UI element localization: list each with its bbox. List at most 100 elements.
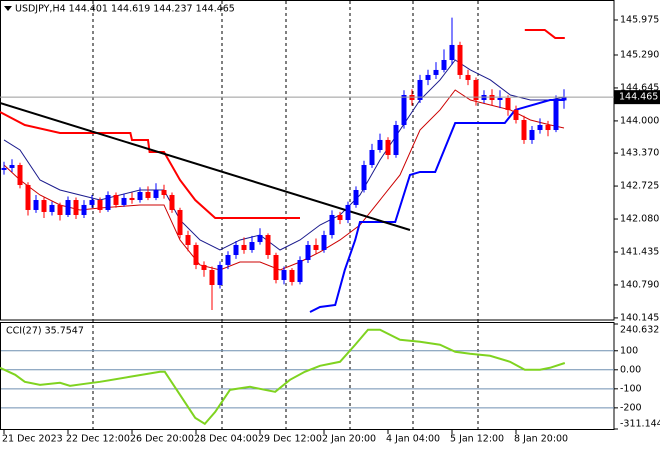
candle-body [545, 124, 551, 131]
candle-body [153, 189, 159, 198]
candle-body [281, 269, 287, 280]
candle-body [65, 200, 71, 215]
candle-body [129, 197, 135, 201]
y-tick-label: 140.790 [620, 279, 659, 290]
candle-body [497, 97, 503, 101]
candle-body [233, 244, 239, 255]
candle-body [241, 244, 247, 250]
y-tick-label: 100 [620, 345, 638, 356]
y-tick-label: 145.975 [620, 14, 659, 25]
candle-body [529, 130, 535, 140]
candle-body [185, 235, 191, 245]
candle-body [121, 197, 127, 205]
candle-body [361, 165, 367, 190]
candle-body [393, 124, 399, 155]
candle-body [1, 167, 7, 170]
candle-body [169, 195, 175, 210]
candle-body [217, 264, 223, 285]
candle-body [561, 97, 567, 101]
candle-body [81, 204, 87, 215]
y-tick-label: 140.145 [620, 312, 659, 323]
main-panel-frame [0, 0, 615, 321]
candle-body [401, 94, 407, 125]
candle-body [345, 204, 351, 220]
candle-body [57, 204, 63, 215]
candle-body [425, 74, 431, 80]
last-price-box [614, 90, 660, 105]
y-tick-label: 142.725 [620, 181, 659, 192]
x-tick-label: 8 Jan 20:00 [514, 434, 568, 445]
y-tick-label: -311.1446 [620, 419, 660, 430]
candle-body [49, 204, 55, 212]
y-tick-label: 142.080 [620, 214, 659, 225]
candle-body [257, 235, 263, 243]
x-tick-label: 22 Dec 12:00 [66, 434, 130, 445]
candle-body [385, 139, 391, 155]
candle-body [249, 242, 255, 250]
candle-body [505, 97, 511, 110]
y-tick-label: -100 [620, 383, 642, 394]
candle-body [273, 254, 279, 280]
candle-body [105, 195, 111, 210]
y-tick-label: 0.00 [620, 364, 641, 375]
chart-title: USDJPY,H4 144.401 144.619 144.237 144.46… [15, 4, 235, 15]
candle-body [113, 195, 119, 205]
candle-body [201, 264, 207, 270]
candle-body [73, 200, 79, 215]
cci-panel-frame [0, 322, 615, 430]
candle-body [377, 139, 383, 150]
candle-body [369, 149, 375, 166]
x-tick-label: 5 Jan 12:00 [450, 434, 504, 445]
x-tick-label: 28 Dec 04:00 [194, 434, 258, 445]
x-tick-label: 4 Jan 04:00 [386, 434, 440, 445]
indicator-line [309, 99, 565, 313]
candle-body [353, 189, 359, 205]
candle-body [137, 191, 143, 201]
candle-body [457, 44, 463, 75]
symbol-icon [4, 6, 12, 11]
axes: 145.975 145.290 144.645 144.000 143.370 142.7… [2, 14, 660, 445]
candle-body [553, 100, 559, 131]
candle-body [465, 74, 471, 80]
candle-body [313, 244, 319, 250]
candle-body [537, 124, 543, 131]
indicator-line [0, 29, 565, 219]
x-tick-label: 29 Dec 12:00 [258, 434, 322, 445]
cci-line [0, 328, 566, 426]
candle-body [17, 165, 23, 185]
y-tick-label: 240.6325 [620, 325, 660, 336]
candle-body [321, 235, 327, 250]
candle-body [441, 59, 447, 70]
y-tick-label: 143.370 [620, 148, 659, 159]
indicator-line [3, 59, 565, 251]
candle-body [473, 79, 479, 101]
candle-body [289, 269, 295, 282]
candle-body [177, 209, 183, 236]
candle-body [161, 189, 167, 196]
x-tick-label: 2 Jan 20:00 [322, 434, 376, 445]
candle-body [449, 44, 455, 60]
x-tick-label: 21 Dec 2023 [2, 434, 63, 445]
price-plot [0, 17, 614, 313]
candle-body [33, 200, 39, 210]
candle-body [305, 244, 311, 261]
period-separators [92, 1, 479, 429]
candle-body [337, 214, 343, 220]
y-tick-label: 144.000 [620, 115, 659, 126]
candle-body [9, 165, 15, 168]
cci-plot [0, 328, 614, 426]
cci-label: CCI(27) 35.7547 [6, 326, 84, 337]
candle-body [225, 254, 231, 265]
candle-body [433, 69, 439, 75]
y-tick-label: 144.645 [620, 82, 659, 93]
candle-body [209, 269, 215, 285]
candle-body [329, 214, 335, 236]
candle-body [89, 200, 95, 205]
candle-body [513, 109, 519, 120]
candle-body [297, 260, 303, 282]
y-tick-label: -200 [620, 402, 642, 413]
candle-body [521, 119, 527, 140]
candle-body [25, 184, 31, 210]
last-price-label: 144.465 [619, 92, 658, 103]
